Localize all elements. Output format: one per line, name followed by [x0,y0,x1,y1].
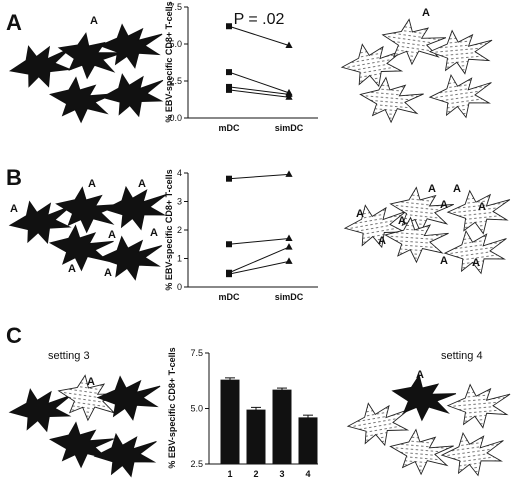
mdc-point [226,271,232,278]
mdc-cell [101,181,172,235]
antigen-a-label: A [378,235,386,247]
y-tick-label: 4 [177,168,182,178]
bar [272,389,292,464]
series-line [228,86,290,95]
antigen-a-label: A [453,183,461,195]
mdc-point [226,241,232,248]
antigen-a-label: A [104,267,112,279]
x-tick-label: mDC [218,292,240,302]
y-tick-label: 1 [177,254,182,264]
antigen-a-label: A [416,369,424,381]
y-tick-label: 7.5 [169,2,182,12]
bar [298,417,318,464]
antigen-a-label: A [428,183,436,195]
x-tick-label: 1 [227,469,232,479]
simdc-cell [426,69,497,123]
x-tick-label: 3 [279,469,284,479]
simdc-cell [357,74,426,126]
simdc-cell [427,26,496,78]
x-tick-label: 4 [305,469,310,479]
antigen-a-label: A [68,263,76,275]
antigen-a-label: A [150,227,158,239]
y-tick-label: 2.5 [190,459,203,469]
panel-letter-a: A [6,10,22,35]
y-axis-label: % EBV-specific CD8+ T-cells [167,347,177,468]
antigen-a-label: A [440,255,448,267]
simdc-point [285,93,293,100]
y-tick-label: 0 [177,282,182,292]
y-tick-label: 3 [177,197,182,207]
setting-4-label: setting 4 [441,350,483,362]
mdc-point [226,69,232,76]
antigen-a-label: A [88,178,96,190]
antigen-a-label: A [472,257,480,269]
mdc-cell [54,28,125,84]
simdc-point [285,243,293,250]
antigen-a-label: A [478,201,486,213]
panel-letter-b: B [6,165,22,190]
simdc-cell [441,225,512,279]
y-tick-label: 2 [177,225,182,235]
chart-b: 0 1 2 3 4 mDC simDC % EBV-specific CD8+ T-cells [164,168,318,302]
series-line [228,173,290,180]
simdc-point [285,41,293,48]
simdc-cell [438,427,509,481]
simdc-cell [387,426,456,478]
series-line [228,71,290,94]
x-tick-label: simDC [275,292,304,302]
y-axis-label: % EBV-specific CD8+ T-cells [164,1,174,122]
x-tick-label: simDC [275,123,304,133]
antigen-a-label: A [398,215,406,227]
mdc-cell [4,35,79,96]
antigen-a-label: A [108,229,116,241]
mdc-point [226,86,232,93]
mdc-cell [47,419,116,471]
antigen-a-label: A [138,178,146,190]
simdc-point [285,170,293,177]
y-tick-label: 2.5 [169,76,182,86]
mdc-cell [48,223,115,273]
y-tick-label: 5.0 [190,404,203,414]
antigen-a-label: A [422,7,430,19]
y-tick-label: 5.0 [169,39,182,49]
antigen-a-label: A [52,219,60,231]
antigen-a-label: A [90,15,98,27]
mdc-cell [97,20,166,72]
y-tick-label: 0.0 [169,113,182,123]
series-line [228,25,290,46]
antigen-a-label: A [356,208,364,220]
mdc-point [226,175,232,182]
y-axis-label: % EBV-specific CD8+ T-cells [164,169,174,290]
series-line [228,246,290,274]
x-tick-label: mDC [218,123,240,133]
series-line [228,89,290,98]
antigen-a-label: A [440,199,448,211]
series-line [228,260,290,275]
mdc-point [226,23,232,30]
y-tick-label: 7.5 [190,348,203,358]
series-line [228,238,290,245]
antigen-a-label: A [10,203,18,215]
chart-c: 2.5 5.0 7.5 1 2 3 4 % EBV-specific CD8+ T-cells [167,347,318,479]
mdc-cell [47,74,116,126]
bar [246,409,266,464]
mdc-cell [95,372,164,424]
chart-a: 0.0 2.5 5.0 7.5 mDC simDC % EBV-specific CD8+ … [164,1,318,133]
simdc-cell [445,380,514,432]
antigen-a-label: A [87,376,95,388]
panel-letter-c: C [6,323,22,348]
setting-3-label: setting 3 [48,350,90,362]
x-tick-label: 2 [253,469,258,479]
mdc-cell [91,428,162,482]
mdc-cell [98,67,169,123]
simdc-point [285,234,293,242]
p-value-annotation: P = .02 [234,11,285,28]
simdc-point [285,257,293,264]
bar [220,379,240,464]
